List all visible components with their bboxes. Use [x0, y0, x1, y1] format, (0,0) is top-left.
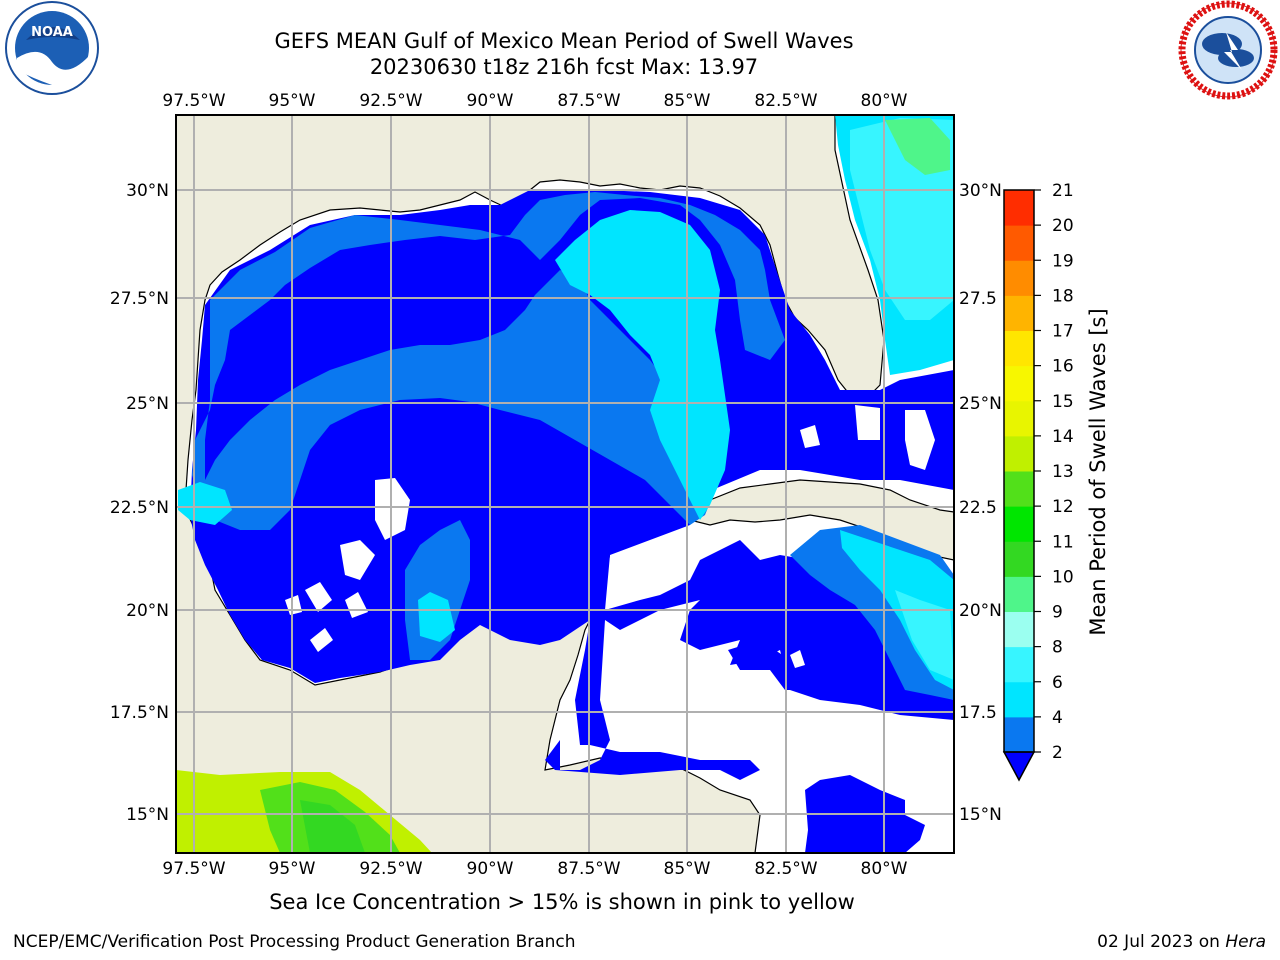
lon-labels-top: 97.5°W 95°W 92.5°W 90°W 87.5°W 85°W 82.5…	[162, 91, 907, 111]
lat-label-right: 15°N	[959, 805, 1002, 825]
hole-h	[905, 410, 935, 470]
band-4-6-bay	[418, 592, 455, 642]
lon-label-bottom: 85°W	[664, 859, 711, 879]
colorbar-tick-label: 2	[1052, 743, 1063, 763]
svg-text:NOAA: NOAA	[31, 25, 73, 40]
colorbar-tick-label: 9	[1052, 603, 1063, 623]
lon-label-top: 80°W	[861, 91, 908, 111]
band-under-2-east	[728, 640, 800, 690]
lat-label-left: 15°N	[126, 805, 169, 825]
lon-label-top: 90°W	[467, 91, 514, 111]
hole-a	[375, 478, 410, 540]
lon-label-top: 95°W	[269, 91, 316, 111]
producer-credit: NCEP/EMC/Verification Post Processing Pr…	[13, 932, 576, 952]
lat-label-right: 27.5	[959, 289, 997, 309]
hole-i	[790, 650, 805, 668]
colorbar-label: Mean Period of Swell Waves [s]	[1086, 308, 1110, 635]
chart-subtitle: 20230630 t18z 216h fcst Max: 13.97	[369, 55, 759, 79]
lon-label-bottom: 92.5°W	[359, 859, 422, 879]
lon-label-top: 97.5°W	[162, 91, 225, 111]
lon-label-top: 92.5°W	[359, 91, 422, 111]
lon-label-top: 85°W	[664, 91, 711, 111]
colorbar-tick-label: 16	[1052, 357, 1074, 377]
colorbar-tick-label: 8	[1052, 638, 1063, 658]
band-2-4	[192, 192, 785, 530]
lon-label-top: 82.5°W	[754, 91, 817, 111]
lat-label-right: 20°N	[959, 601, 1002, 621]
lat-label-left: 22.5°N	[110, 498, 169, 518]
hole-j	[855, 405, 880, 440]
hole-b	[340, 540, 375, 580]
colorbar-tick-label: 19	[1052, 251, 1074, 271]
band-6-8-caribbean	[895, 590, 954, 680]
colorbar-tick-label: 18	[1052, 286, 1074, 306]
lon-labels-bottom: 97.5°W 95°W 92.5°W 90°W 87.5°W 85°W 82.5…	[162, 859, 907, 879]
lon-label-bottom: 82.5°W	[754, 859, 817, 879]
lon-label-bottom: 95°W	[269, 859, 316, 879]
colorbar-tick-label: 12	[1052, 497, 1074, 517]
colorbar-tick-label: 11	[1052, 532, 1074, 552]
colorbar-segment	[1004, 260, 1034, 296]
lon-label-bottom: 97.5°W	[162, 859, 225, 879]
lat-label-left: 17.5°N	[110, 703, 169, 723]
hole-f	[345, 592, 368, 618]
lat-labels-left: 30°N 27.5°N 25°N 22.5°N 20°N 17.5°N 15°N	[110, 181, 169, 825]
colorbar-segment	[1004, 506, 1034, 542]
hole-g	[800, 425, 820, 448]
colorbar-tick-label: 20	[1052, 216, 1074, 236]
colorbar: 2 4 6 8 9 10 11 12 13 14 15 16 17 18 19 20 21	[1002, 181, 1074, 782]
generation-date: 02 Jul 2023 on Hera	[1097, 932, 1266, 952]
lat-label-right: 17.5	[959, 703, 997, 723]
colorbar-segment	[1004, 541, 1034, 577]
lon-label-bottom: 90°W	[467, 859, 514, 879]
band-8-9	[885, 118, 950, 175]
hole-e	[310, 628, 333, 652]
colorbar-segment	[1004, 681, 1034, 718]
lat-label-left: 27.5°N	[110, 289, 169, 309]
hole-c	[305, 582, 332, 612]
colorbar-under-arrow	[1002, 751, 1036, 782]
noaa-logo: NOAA	[5, 1, 99, 95]
map-frame	[175, 114, 955, 854]
lon-label-top: 87.5°W	[557, 91, 620, 111]
band-4-6-west	[178, 482, 232, 525]
colorbar-segment	[1004, 225, 1034, 261]
colorbar-tick-label: 4	[1052, 708, 1063, 728]
colorbar-tick-label: 6	[1052, 673, 1063, 693]
lat-label-right: 22.5	[959, 498, 997, 518]
colorbar-segment	[1004, 611, 1034, 648]
chart-title: GEFS MEAN Gulf of Mexico Mean Period of …	[274, 29, 854, 53]
colorbar-segment	[1004, 716, 1034, 753]
lat-label-left: 30°N	[126, 181, 169, 201]
colorbar-segment	[1004, 646, 1034, 683]
colorbar-segment	[1004, 576, 1034, 612]
colorbar-tick-label: 10	[1052, 567, 1074, 587]
nws-logo	[1178, 0, 1278, 100]
colorbar-tick-label: 21	[1052, 181, 1074, 201]
colorbar-tick-label: 15	[1052, 392, 1074, 412]
lat-label-right: 25°N	[959, 394, 1002, 414]
colorbar-segment	[1004, 330, 1034, 367]
lon-label-bottom: 80°W	[861, 859, 908, 879]
colorbar-segment	[1004, 471, 1034, 507]
lat-label-left: 20°N	[126, 601, 169, 621]
colorbar-tick-label: 14	[1052, 427, 1074, 447]
lon-label-bottom: 87.5°W	[557, 859, 620, 879]
date-text: 02 Jul 2023 on	[1097, 932, 1226, 952]
colorbar-segment	[1004, 400, 1034, 437]
colorbar-tick-label: 13	[1052, 462, 1074, 482]
sea-ice-note: Sea Ice Concentration > 15% is shown in …	[269, 890, 855, 914]
colorbar-segment	[1004, 190, 1034, 226]
colorbar-segment	[1004, 295, 1034, 331]
host-name: Hera	[1225, 932, 1266, 952]
lat-label-right: 30°N	[959, 181, 1002, 201]
lat-labels-right: 30°N 27.5 25°N 22.5 20°N 17.5 15°N	[959, 181, 1002, 825]
colorbar-segment	[1004, 435, 1034, 472]
map-gridlines	[176, 115, 954, 853]
lat-label-left: 25°N	[126, 394, 169, 414]
colorbar-tick-label: 17	[1052, 322, 1074, 342]
colorbar-segment	[1004, 365, 1034, 402]
